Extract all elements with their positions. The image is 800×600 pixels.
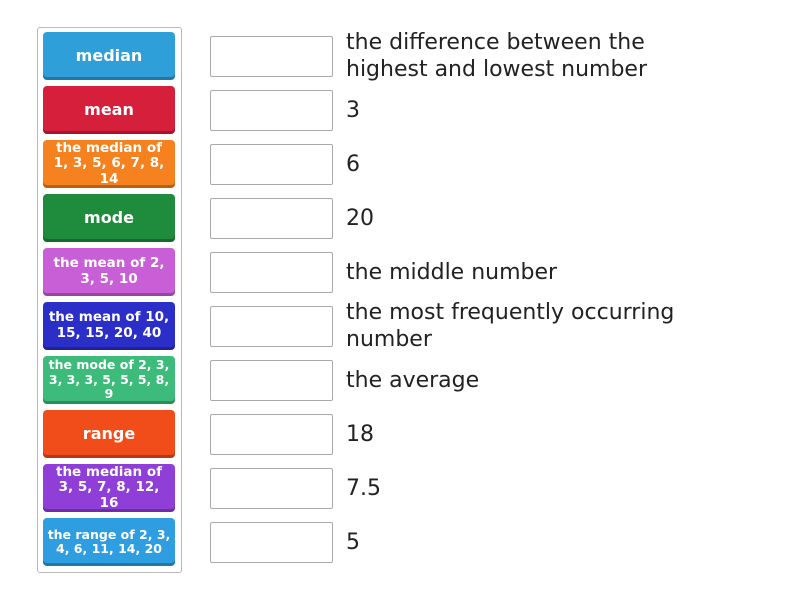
- definition-text: 18: [346, 421, 374, 447]
- definition-text: 20: [346, 205, 374, 231]
- definition-text: 3: [346, 97, 360, 123]
- answer-tile[interactable]: the mode of 2, 3, 3, 3, 3, 5, 5, 5, 8, 9: [43, 356, 175, 404]
- answer-tile[interactable]: the mean of 2, 3, 5, 10: [43, 248, 175, 296]
- drop-box[interactable]: [210, 468, 333, 509]
- drop-box[interactable]: [210, 306, 333, 347]
- drop-box[interactable]: [210, 360, 333, 401]
- drop-box[interactable]: [210, 36, 333, 77]
- answer-tile[interactable]: mean: [43, 86, 175, 134]
- answer-tile[interactable]: median: [43, 32, 175, 80]
- drop-box[interactable]: [210, 144, 333, 185]
- answer-tile[interactable]: the range of 2, 3, 4, 6, 11, 14, 20: [43, 518, 175, 566]
- tile-panel: [37, 27, 182, 573]
- answer-tile[interactable]: the median of 1, 3, 5, 6, 7, 8, 14: [43, 140, 175, 188]
- definition-text: the average: [346, 367, 480, 393]
- drop-box[interactable]: [210, 252, 333, 293]
- drop-box[interactable]: [210, 414, 333, 455]
- answer-tile[interactable]: mode: [43, 194, 175, 242]
- answer-tile[interactable]: the median of 3, 5, 7, 8, 12, 16: [43, 464, 175, 512]
- answer-tile[interactable]: the mean of 10, 15, 15, 20, 40: [43, 302, 175, 350]
- definition-text: 7.5: [346, 475, 381, 501]
- definition-text: 5: [346, 529, 360, 555]
- drop-box[interactable]: [210, 522, 333, 563]
- drop-box[interactable]: [210, 198, 333, 239]
- drop-box[interactable]: [210, 90, 333, 131]
- definition-text: the middle number: [346, 259, 558, 285]
- definition-text: 6: [346, 151, 360, 177]
- definition-text: the difference between the highest and l…: [346, 30, 648, 82]
- definition-text: the most frequently occurring number: [346, 300, 675, 352]
- answer-tile[interactable]: range: [43, 410, 175, 458]
